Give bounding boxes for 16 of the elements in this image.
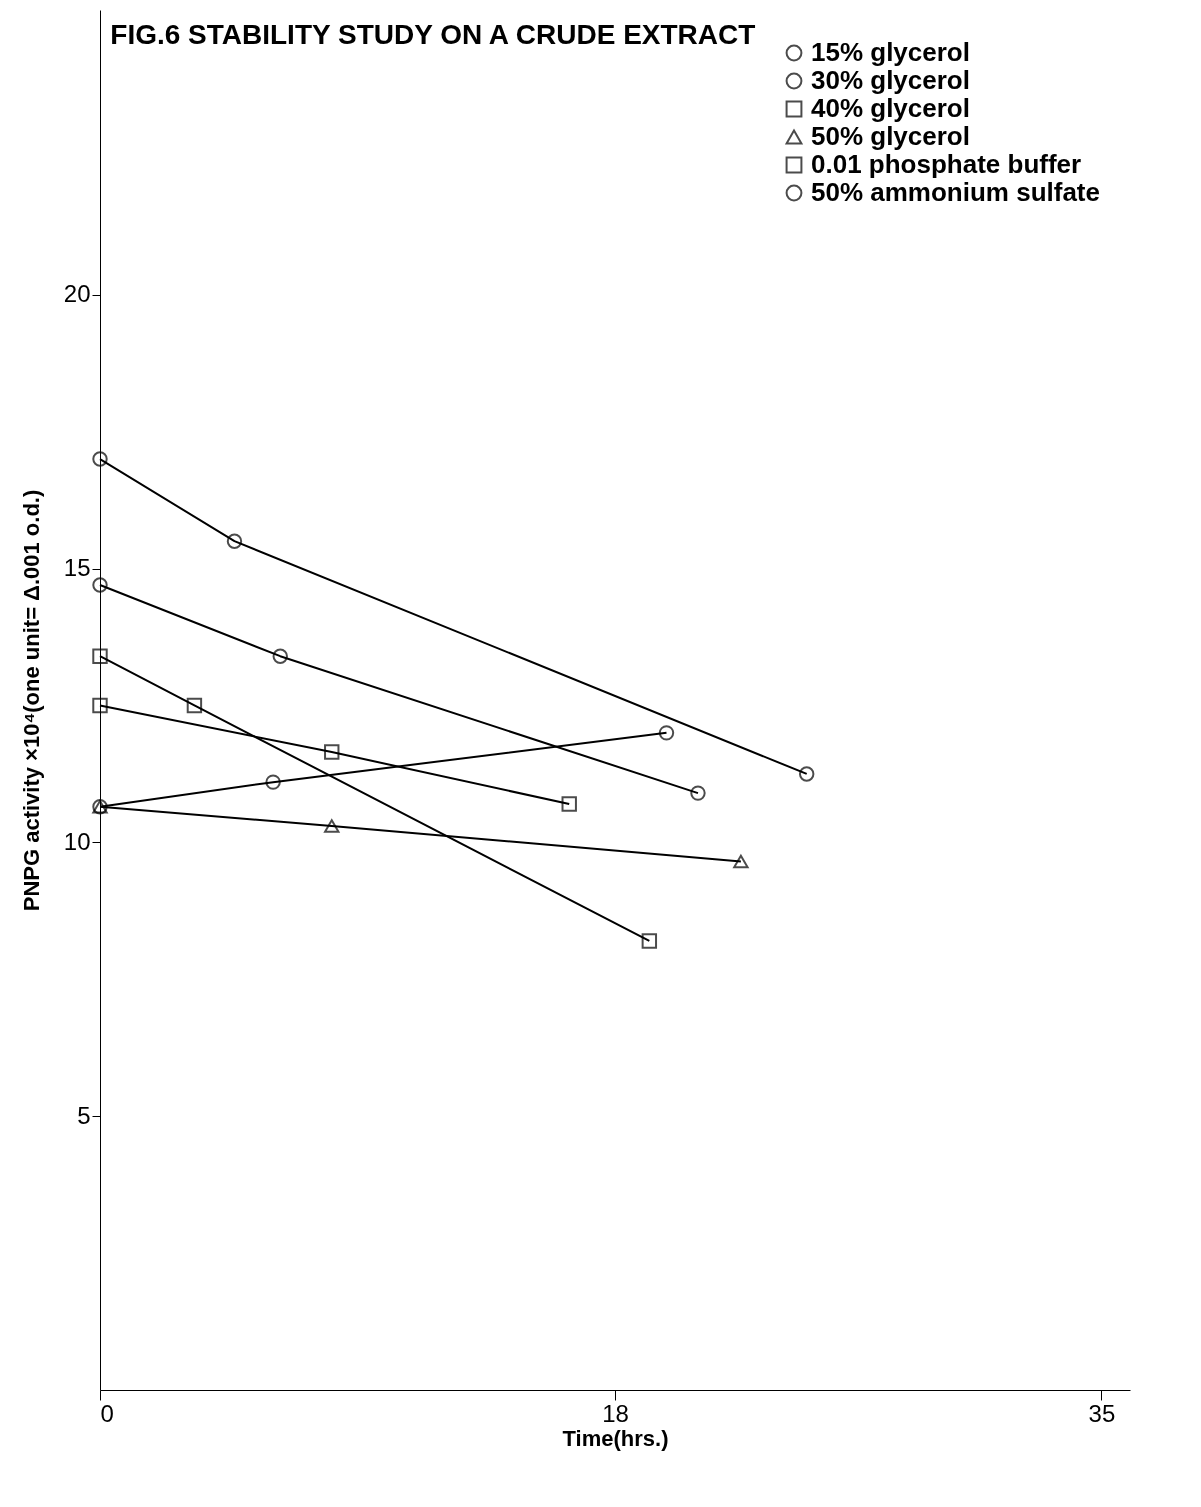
legend-label: 40% glycerol xyxy=(811,93,970,123)
y-tick-label: 5 xyxy=(77,1101,91,1129)
legend-label: 30% glycerol xyxy=(811,65,970,95)
x-tick-label: 35 xyxy=(1088,1399,1116,1427)
chart-title: FIG.6 STABILITY STUDY ON A CRUDE EXTRACT xyxy=(110,19,756,50)
x-tick-label: 0 xyxy=(100,1399,114,1427)
legend-label: 15% glycerol xyxy=(811,37,970,67)
y-tick-label: 10 xyxy=(63,827,91,855)
x-tick-label: 18 xyxy=(602,1399,629,1427)
legend-label: 50% glycerol xyxy=(811,121,970,151)
y-tick-label: 15 xyxy=(63,554,91,582)
legend-label: 0.01 phosphate buffer xyxy=(811,149,1082,179)
x-axis-title: Time(hrs.) xyxy=(562,1425,669,1451)
y-axis-title: PNPG activity ×10⁴(one unit= Δ.001 o.d.) xyxy=(18,489,44,912)
legend-label: 50% ammonium sulfate xyxy=(811,177,1100,207)
y-tick-label: 20 xyxy=(63,280,91,308)
